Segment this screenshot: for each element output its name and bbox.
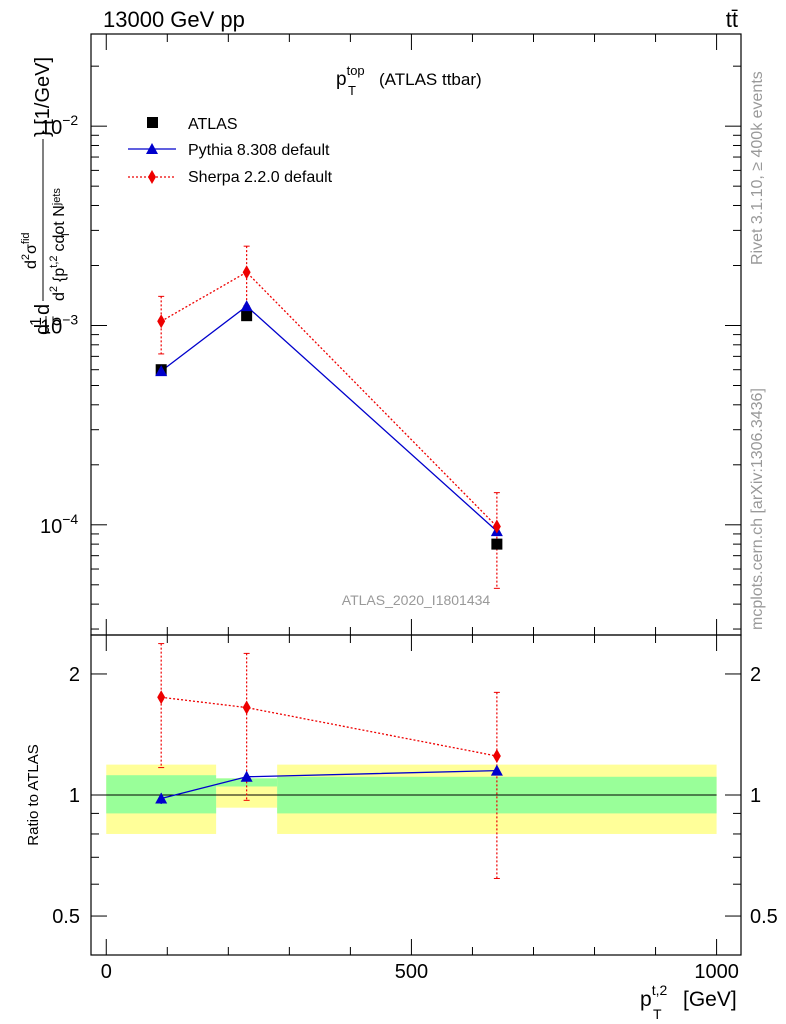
- svg-text:σ: σ: [48, 316, 65, 326]
- ylabel-num-sub: fid: [20, 232, 32, 244]
- pythia-point: [155, 365, 168, 377]
- ratio-y-tick-label: 2: [69, 664, 80, 686]
- title-sup: top: [347, 63, 365, 78]
- title-var: p: [336, 69, 347, 90]
- legend: ATLAS Pythia 8.308 default Sherpa 2.2.0 …: [128, 116, 333, 186]
- ylabel-close: } [1/GeV]: [32, 57, 54, 137]
- pythia-line: [160, 305, 498, 532]
- ylabel-den-sup2: t,2: [48, 255, 60, 267]
- legend-label-pythia: Pythia 8.308 default: [188, 142, 330, 159]
- rivet-label: Rivet 3.1.10, ≥ 400k events: [749, 71, 766, 265]
- energy-label: 13000 GeV pp: [103, 7, 245, 32]
- title-rest: (ATLAS ttbar): [379, 70, 482, 89]
- svg-text:d: d: [32, 304, 54, 315]
- atlas-point: [491, 538, 503, 550]
- legend-marker-sherpa: [148, 170, 156, 184]
- legend-marker-pythia: [146, 143, 158, 154]
- sherpa-line: [160, 271, 498, 528]
- y-tick-label: 10−2: [40, 112, 78, 139]
- x-tick-label: 0: [101, 961, 112, 983]
- xlabel-sub: T: [653, 1006, 662, 1022]
- analysis-tag: ATLAS_2020_I1801434: [342, 592, 491, 608]
- legend-label-atlas: ATLAS: [188, 116, 238, 133]
- svg-text:d2{pt,2cdot Njets: d2 {pt,2 cdot Njets: [48, 188, 68, 301]
- ratio-y-tick-label-right: 2: [750, 664, 761, 686]
- ratio-y-tick-label: 0.5: [52, 906, 80, 928]
- svg-text:1: 1: [28, 317, 45, 326]
- sherpa-point: [157, 314, 166, 329]
- ratio-y-tick-label: 1: [69, 785, 80, 807]
- x-tick-label: 1000: [694, 961, 739, 983]
- ratio-sherpa-line: [161, 696, 497, 757]
- svg-text:d2σfid: d2σfid: [20, 232, 40, 269]
- ylabel-den-sub2: jets: [51, 188, 63, 207]
- pythia-point: [240, 300, 253, 312]
- ratio-ylabel: Ratio to ATLAS: [25, 744, 42, 845]
- legend-marker-atlas: [147, 117, 158, 128]
- ylabel-d2: d: [32, 304, 54, 315]
- y-tick-base: 10: [40, 516, 62, 538]
- ratio-sherpa-point: [492, 749, 501, 764]
- xlabel-unit: [GeV]: [683, 988, 737, 1011]
- ratio-sherpa-point: [157, 690, 166, 705]
- ylabel-num-sigma: σ: [23, 244, 40, 254]
- legend-label-sherpa: Sherpa 2.2.0 default: [188, 169, 333, 186]
- xlabel-sup: t,2: [652, 982, 668, 998]
- svg-text:T: T: [60, 231, 72, 238]
- ratio-bands: [106, 764, 717, 834]
- ylabel-num-d: d: [23, 260, 40, 269]
- sherpa-point: [242, 265, 251, 280]
- x-tick-label: 500: [395, 961, 428, 983]
- y-tick-base: 10: [40, 117, 62, 139]
- ylabel-den-rest: {p: [51, 268, 68, 282]
- ylabel-one: 1: [28, 317, 45, 326]
- ratio-pythia-point: [155, 792, 168, 804]
- y-tick-exp: −2: [62, 112, 78, 128]
- ratio-y-tick-label-right: 1: [750, 785, 761, 807]
- x-axis-label: pt,2 T [GeV]: [640, 982, 737, 1022]
- ratio-pythia-point: [240, 770, 253, 782]
- plot-title: ptop T (ATLAS ttbar): [336, 63, 482, 98]
- sherpa-point: [492, 519, 501, 534]
- ylabel-sigma: σ: [48, 316, 65, 326]
- y-tick-label: 10−4: [40, 511, 78, 538]
- ylabel-num-sup: 2: [20, 254, 32, 260]
- y-tick-exp: −4: [62, 511, 78, 527]
- ratio-sherpa-point: [242, 700, 251, 715]
- ylabel-den-sup: 2: [48, 286, 60, 292]
- process-label: tt̄: [726, 7, 738, 32]
- svg-text:} [1/GeV]: } [1/GeV]: [32, 57, 54, 137]
- xlabel-var: p: [640, 988, 652, 1011]
- ratio-pythia-point: [490, 764, 503, 776]
- mcplots-label: mcplots.cern.ch [arXiv:1306.3436]: [749, 388, 766, 630]
- y-tick-exp: −3: [62, 311, 78, 327]
- ratio-y-tick-label-right: 0.5: [750, 906, 778, 928]
- ylabel-d1: d: [32, 324, 54, 335]
- ylabel-den-d: d: [51, 292, 68, 301]
- svg-text:d: d: [32, 324, 54, 335]
- ylabel-den-sub: T: [60, 231, 72, 238]
- ylabel-den-tail: cdot N: [51, 205, 68, 251]
- title-sub: T: [348, 83, 356, 98]
- series-layer: [106, 245, 717, 879]
- atlas-point: [241, 310, 253, 322]
- main-ylabel: d 1 σ d d2σfid d2{pt,2cdot Njets T } [1/…: [20, 57, 72, 335]
